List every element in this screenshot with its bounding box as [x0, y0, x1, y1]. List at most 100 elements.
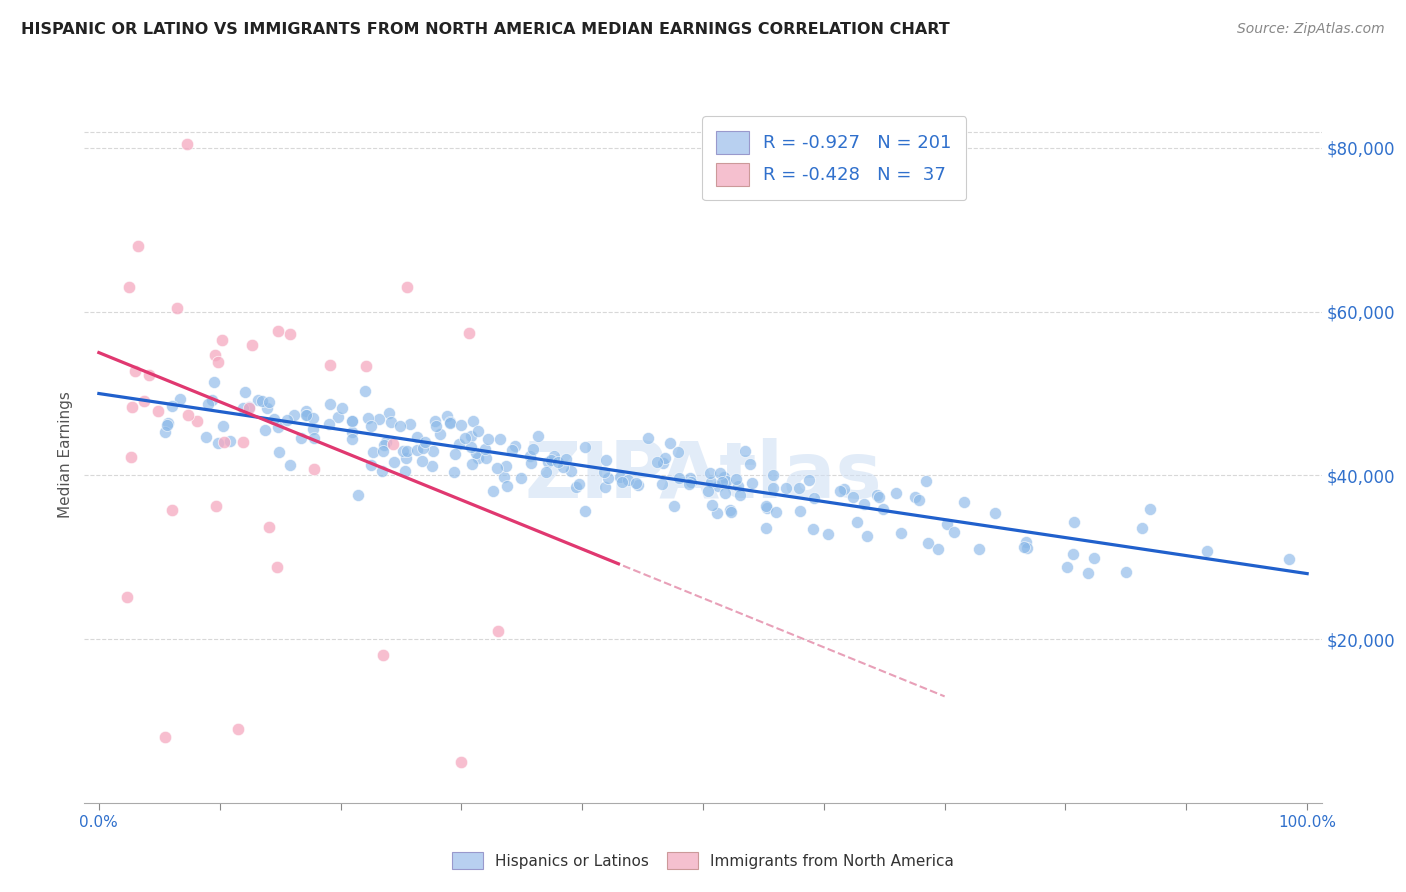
Point — [186, 414, 208, 428]
Point — [371, 648, 394, 663]
Point — [741, 476, 763, 491]
Point — [353, 384, 375, 398]
Point — [659, 435, 682, 450]
Point — [259, 395, 281, 409]
Point — [967, 542, 990, 557]
Point — [207, 436, 229, 450]
Point — [166, 301, 188, 315]
Point — [162, 399, 184, 413]
Point — [730, 487, 752, 501]
Point — [727, 479, 749, 493]
Point — [537, 455, 560, 469]
Point — [543, 450, 565, 464]
Point — [219, 434, 242, 448]
Point — [645, 455, 668, 469]
Point — [197, 397, 219, 411]
Point — [474, 442, 496, 457]
Point — [266, 560, 288, 574]
Point — [527, 429, 550, 443]
Point — [679, 471, 702, 485]
Point — [720, 504, 742, 518]
Point — [253, 423, 276, 437]
Point — [755, 521, 778, 535]
Point — [267, 444, 290, 458]
Point — [294, 403, 316, 417]
Point — [118, 280, 141, 294]
Point — [740, 457, 762, 471]
Point — [276, 413, 298, 427]
Point — [340, 414, 363, 428]
Point — [373, 438, 395, 452]
Point — [413, 435, 436, 450]
Point — [734, 444, 756, 458]
Point — [908, 493, 931, 508]
Point — [593, 465, 616, 479]
Point — [318, 358, 340, 372]
Legend: Hispanics or Latinos, Immigrants from North America: Hispanics or Latinos, Immigrants from No… — [446, 846, 960, 875]
Text: ZIPAtlas: ZIPAtlas — [524, 438, 882, 514]
Point — [465, 445, 488, 459]
Point — [637, 431, 659, 445]
Point — [384, 455, 406, 469]
Point — [439, 415, 461, 429]
Point — [522, 442, 544, 456]
Point — [700, 498, 723, 512]
Point — [700, 475, 723, 489]
Point — [176, 136, 198, 151]
Point — [153, 425, 176, 439]
Point — [290, 431, 312, 445]
Point — [565, 480, 588, 494]
Point — [718, 503, 741, 517]
Point — [240, 338, 263, 352]
Point — [250, 394, 273, 409]
Point — [411, 454, 433, 468]
Text: Source: ZipAtlas.com: Source: ZipAtlas.com — [1237, 22, 1385, 37]
Point — [388, 418, 411, 433]
Point — [593, 480, 616, 494]
Point — [842, 491, 865, 505]
Point — [1278, 552, 1301, 566]
Point — [405, 429, 427, 443]
Point — [475, 450, 498, 465]
Point — [340, 414, 363, 428]
Point — [318, 417, 340, 431]
Point — [953, 495, 976, 509]
Point — [678, 477, 700, 491]
Point — [138, 368, 160, 382]
Point — [120, 450, 142, 465]
Point — [762, 481, 785, 495]
Point — [283, 408, 305, 422]
Point — [382, 437, 405, 451]
Point — [927, 541, 949, 556]
Point — [301, 410, 323, 425]
Point — [509, 471, 531, 485]
Point — [450, 418, 472, 433]
Point — [461, 458, 484, 472]
Point — [1077, 566, 1099, 580]
Point — [917, 535, 939, 549]
Point — [707, 479, 730, 493]
Point — [340, 433, 363, 447]
Point — [156, 417, 179, 432]
Point — [467, 424, 489, 438]
Point — [713, 470, 735, 484]
Point — [394, 464, 416, 478]
Point — [204, 499, 226, 513]
Point — [984, 506, 1007, 520]
Point — [681, 475, 703, 489]
Point — [551, 459, 574, 474]
Point — [866, 488, 889, 502]
Point — [662, 499, 685, 513]
Point — [278, 327, 301, 342]
Point — [177, 408, 200, 422]
Point — [884, 485, 907, 500]
Point — [460, 429, 482, 443]
Point — [371, 464, 394, 478]
Point — [699, 467, 721, 481]
Point — [391, 444, 413, 458]
Point — [534, 465, 557, 479]
Point — [375, 434, 398, 449]
Point — [263, 412, 285, 426]
Point — [405, 443, 427, 458]
Point — [855, 529, 877, 543]
